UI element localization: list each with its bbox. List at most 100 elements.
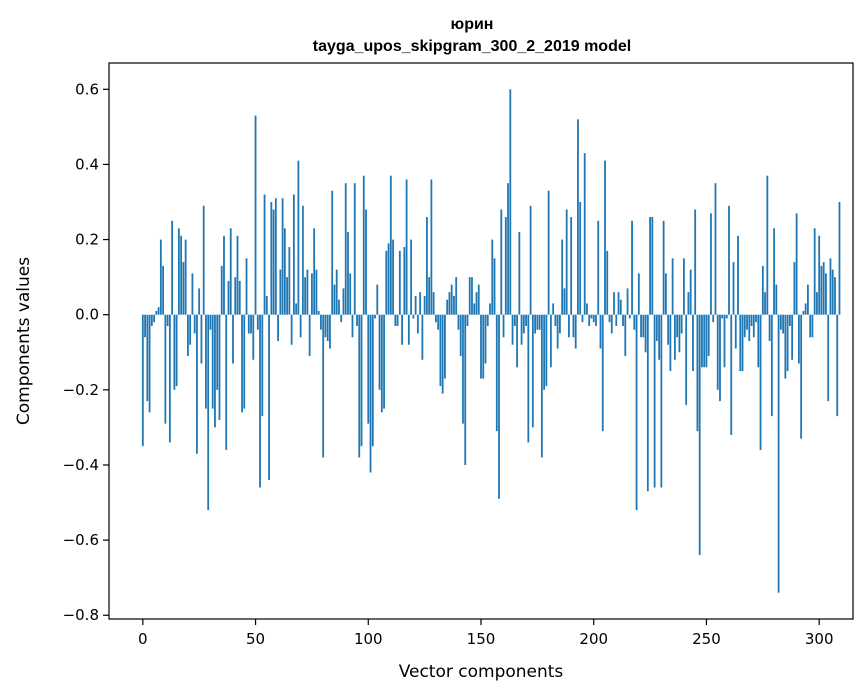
bar [371, 314, 374, 447]
bar [689, 269, 692, 315]
bar [313, 228, 316, 315]
x-axis-ticks: 0 50 100 150 200 250 300 [138, 619, 834, 648]
bar [378, 314, 381, 390]
bar [534, 314, 537, 334]
bar [646, 314, 649, 492]
bar [750, 314, 753, 326]
bar [182, 262, 185, 315]
bar [716, 314, 719, 390]
bar [148, 314, 151, 413]
bar [153, 314, 155, 323]
bar [421, 314, 424, 360]
bar [608, 314, 611, 323]
bar [635, 314, 638, 511]
bar [475, 292, 478, 315]
bar [522, 314, 525, 334]
bar [317, 310, 320, 315]
bar [529, 205, 532, 315]
bar [351, 314, 354, 338]
bar [349, 273, 352, 315]
bar [295, 303, 298, 315]
bar [322, 314, 325, 458]
bar [554, 314, 557, 326]
bar [746, 314, 748, 330]
bar [342, 288, 345, 315]
bar [333, 284, 336, 315]
bar [247, 314, 250, 334]
bar [245, 258, 248, 315]
bar [770, 314, 773, 417]
bar [755, 314, 757, 323]
bar [791, 314, 794, 360]
bar [383, 314, 385, 409]
bar [455, 277, 458, 315]
bar [290, 314, 293, 345]
bar [410, 239, 413, 315]
bar [493, 258, 496, 315]
x-tick-label: 250 [692, 630, 721, 648]
bar [694, 209, 697, 315]
bar [741, 314, 744, 372]
bar [238, 280, 241, 315]
bar [813, 228, 816, 315]
bar [329, 314, 331, 349]
bar [412, 314, 415, 319]
bar [784, 314, 787, 379]
bar [362, 175, 365, 315]
bar [227, 280, 230, 315]
bar [335, 269, 338, 315]
bar [653, 314, 656, 488]
bar [252, 314, 255, 360]
bar [838, 202, 841, 315]
bar [568, 314, 570, 338]
bar [613, 292, 615, 315]
bar [595, 314, 597, 326]
bar [692, 314, 694, 372]
bar [619, 299, 622, 315]
bar [577, 119, 579, 315]
bar [698, 314, 701, 556]
bar [214, 314, 216, 428]
bar [651, 217, 654, 315]
bar [498, 314, 500, 499]
bar [358, 314, 361, 458]
bar [311, 273, 313, 315]
bar [511, 314, 514, 345]
bar [441, 314, 444, 394]
bar [425, 217, 428, 315]
bar [788, 314, 791, 326]
bar [752, 314, 755, 338]
bar [572, 314, 575, 338]
bar [834, 277, 836, 315]
x-tick-label: 150 [467, 630, 496, 648]
bar [376, 284, 379, 315]
bar [430, 179, 433, 315]
bar [502, 314, 505, 338]
bar [705, 314, 708, 368]
bar [660, 314, 663, 488]
bar [696, 314, 699, 432]
bar [369, 314, 372, 473]
bar [367, 314, 370, 424]
bar [428, 277, 431, 315]
bar [331, 190, 334, 315]
bar [340, 314, 343, 323]
bar [286, 277, 289, 315]
bar [687, 292, 690, 315]
bar [365, 209, 367, 315]
bar [579, 202, 582, 315]
bar [225, 314, 228, 450]
bar [263, 194, 266, 315]
bar [259, 314, 261, 488]
bar [766, 175, 769, 315]
bar [389, 175, 392, 315]
bar [829, 258, 832, 315]
bar [565, 209, 568, 315]
bar [211, 314, 214, 409]
bar [509, 89, 512, 315]
bar [777, 314, 780, 593]
bar [272, 209, 275, 315]
bar [232, 314, 234, 364]
bar [680, 314, 683, 334]
bar [189, 314, 192, 345]
